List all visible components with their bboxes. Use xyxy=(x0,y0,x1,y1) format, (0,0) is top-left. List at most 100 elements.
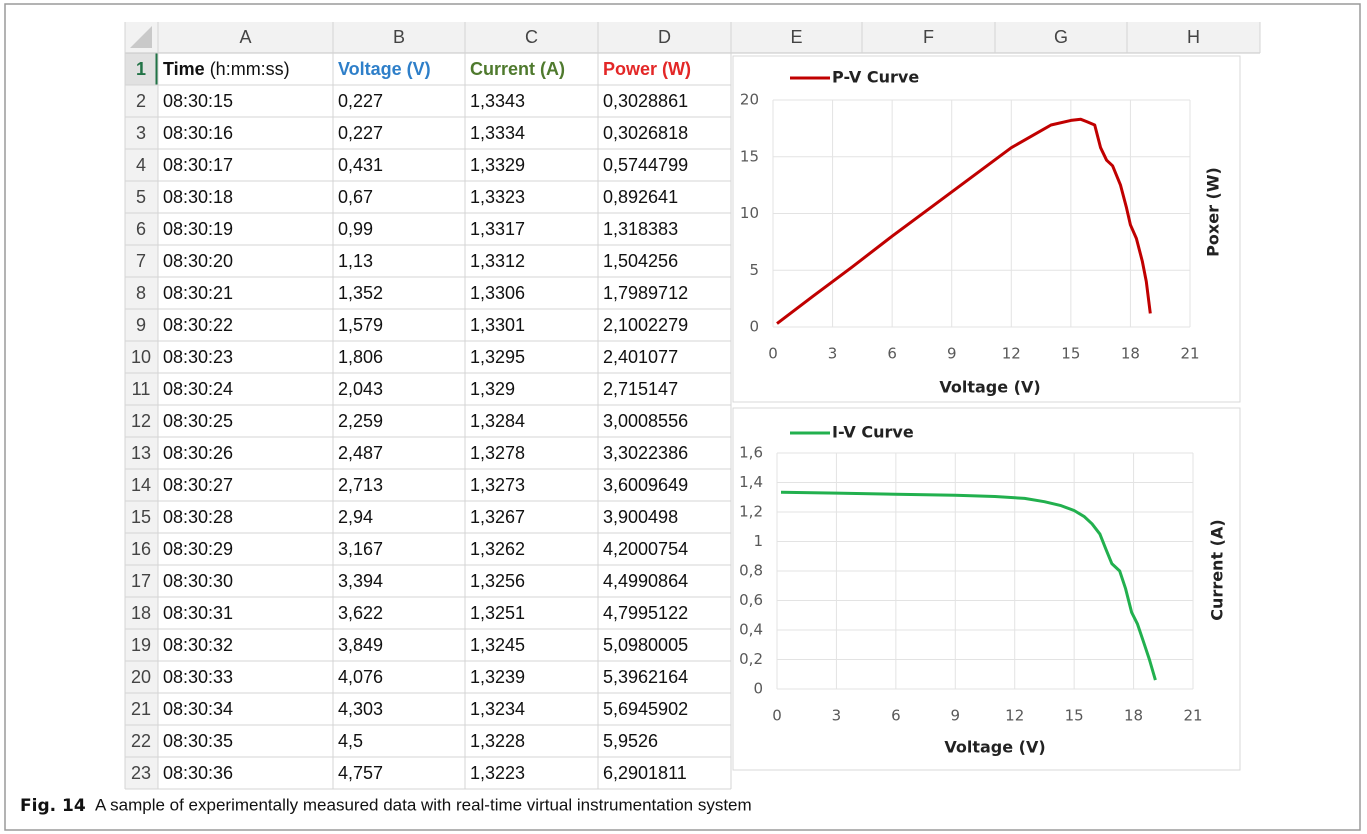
y-tick-label: 10 xyxy=(740,204,759,222)
cell: 3,394 xyxy=(338,571,383,591)
x-tick-label: 12 xyxy=(1005,707,1024,725)
cell: 1,3228 xyxy=(470,731,525,751)
cell: 1,3267 xyxy=(470,507,525,527)
cell: 5,0980005 xyxy=(603,635,688,655)
x-tick-label: 12 xyxy=(1002,345,1021,363)
cell: 08:30:36 xyxy=(163,763,233,783)
cell: 1,3312 xyxy=(470,251,525,271)
header-bold: Time xyxy=(163,59,205,79)
y-tick-label: 0,8 xyxy=(739,562,763,580)
caption-label: Fig. 14 xyxy=(20,796,86,816)
x-tick-label: 9 xyxy=(951,707,961,725)
cell: 2,1002279 xyxy=(603,315,688,335)
x-tick-label: 9 xyxy=(947,345,957,363)
header-cell: Voltage (V) xyxy=(338,59,431,79)
cell: 08:30:17 xyxy=(163,155,233,175)
cell: 08:30:24 xyxy=(163,379,233,399)
cell: 4,757 xyxy=(338,763,383,783)
cell: 1,579 xyxy=(338,315,383,335)
y-tick-label: 0,2 xyxy=(739,650,763,668)
cell: 1,3284 xyxy=(470,411,525,431)
x-tick-label: 0 xyxy=(768,345,778,363)
row-number: 20 xyxy=(131,667,151,687)
column-header: H xyxy=(1187,27,1200,47)
cell: 0,892641 xyxy=(603,187,678,207)
cell: 1,329 xyxy=(470,379,515,399)
cell: 4,076 xyxy=(338,667,383,687)
cell: 1,3273 xyxy=(470,475,525,495)
cell: 08:30:25 xyxy=(163,411,233,431)
y-axis-title: Poxer (W) xyxy=(1204,167,1223,257)
header-cell: Time (h:mm:ss) xyxy=(163,59,290,79)
row-number: 16 xyxy=(131,539,151,559)
column-header: B xyxy=(393,27,405,47)
cell: 1,7989712 xyxy=(603,283,688,303)
y-tick-label: 5 xyxy=(749,261,759,279)
header-unit: (h:mm:ss) xyxy=(210,59,290,79)
header-cell: Power (W) xyxy=(603,59,691,79)
row-number: 5 xyxy=(136,187,146,207)
cell: 08:30:28 xyxy=(163,507,233,527)
y-tick-label: 0 xyxy=(749,318,759,336)
row-number: 6 xyxy=(136,219,146,239)
row-number: 8 xyxy=(136,283,146,303)
cell: 08:30:19 xyxy=(163,219,233,239)
cell: 2,94 xyxy=(338,507,373,527)
x-tick-label: 3 xyxy=(832,707,842,725)
x-tick-label: 18 xyxy=(1121,345,1140,363)
cell: 2,715147 xyxy=(603,379,678,399)
column-header-bar xyxy=(125,22,1260,53)
legend-label: P-V Curve xyxy=(832,68,919,87)
row-number: 18 xyxy=(131,603,151,623)
cell: 08:30:29 xyxy=(163,539,233,559)
cell: 1,13 xyxy=(338,251,373,271)
row-number: 7 xyxy=(136,251,146,271)
cell: 1,806 xyxy=(338,347,383,367)
row-number: 4 xyxy=(136,155,146,175)
x-tick-label: 3 xyxy=(828,345,838,363)
y-tick-label: 15 xyxy=(740,147,759,165)
column-header: G xyxy=(1054,27,1068,47)
y-tick-label: 1,2 xyxy=(739,503,763,521)
cell: 5,6945902 xyxy=(603,699,688,719)
cell: 0,5744799 xyxy=(603,155,688,175)
cell: 08:30:34 xyxy=(163,699,233,719)
cell: 08:30:18 xyxy=(163,187,233,207)
cell: 4,4990864 xyxy=(603,571,688,591)
cell: 5,9526 xyxy=(603,731,658,751)
cell: 1,3251 xyxy=(470,603,525,623)
column-header: A xyxy=(239,27,251,47)
cell: 08:30:16 xyxy=(163,123,233,143)
row-number: 12 xyxy=(131,411,151,431)
cell: 0,99 xyxy=(338,219,373,239)
cell: 08:30:35 xyxy=(163,731,233,751)
x-tick-label: 0 xyxy=(772,707,782,725)
row-number: 23 xyxy=(131,763,151,783)
series-line xyxy=(776,117,1152,325)
cell: 1,504256 xyxy=(603,251,678,271)
column-header: C xyxy=(525,27,538,47)
cell: 1,3278 xyxy=(470,443,525,463)
cell: 08:30:15 xyxy=(163,91,233,111)
cell: 08:30:21 xyxy=(163,283,233,303)
y-tick-label: 1,6 xyxy=(739,444,763,462)
header-cell: Current (A) xyxy=(470,59,565,79)
cell: 08:30:22 xyxy=(163,315,233,335)
cell: 2,259 xyxy=(338,411,383,431)
x-tick-label: 6 xyxy=(887,345,897,363)
cell: 08:30:32 xyxy=(163,635,233,655)
y-tick-label: 0 xyxy=(753,680,763,698)
cell: 2,043 xyxy=(338,379,383,399)
row-number: 17 xyxy=(131,571,151,591)
y-tick-label: 0,4 xyxy=(739,621,763,639)
cell: 08:30:26 xyxy=(163,443,233,463)
series-line xyxy=(780,490,1157,681)
cell: 1,3343 xyxy=(470,91,525,111)
row-number: 19 xyxy=(131,635,151,655)
row-number: 1 xyxy=(136,59,146,79)
row-number: 13 xyxy=(131,443,151,463)
x-tick-label: 15 xyxy=(1065,707,1084,725)
legend-label: I-V Curve xyxy=(832,423,914,442)
cell: 5,3962164 xyxy=(603,667,688,687)
